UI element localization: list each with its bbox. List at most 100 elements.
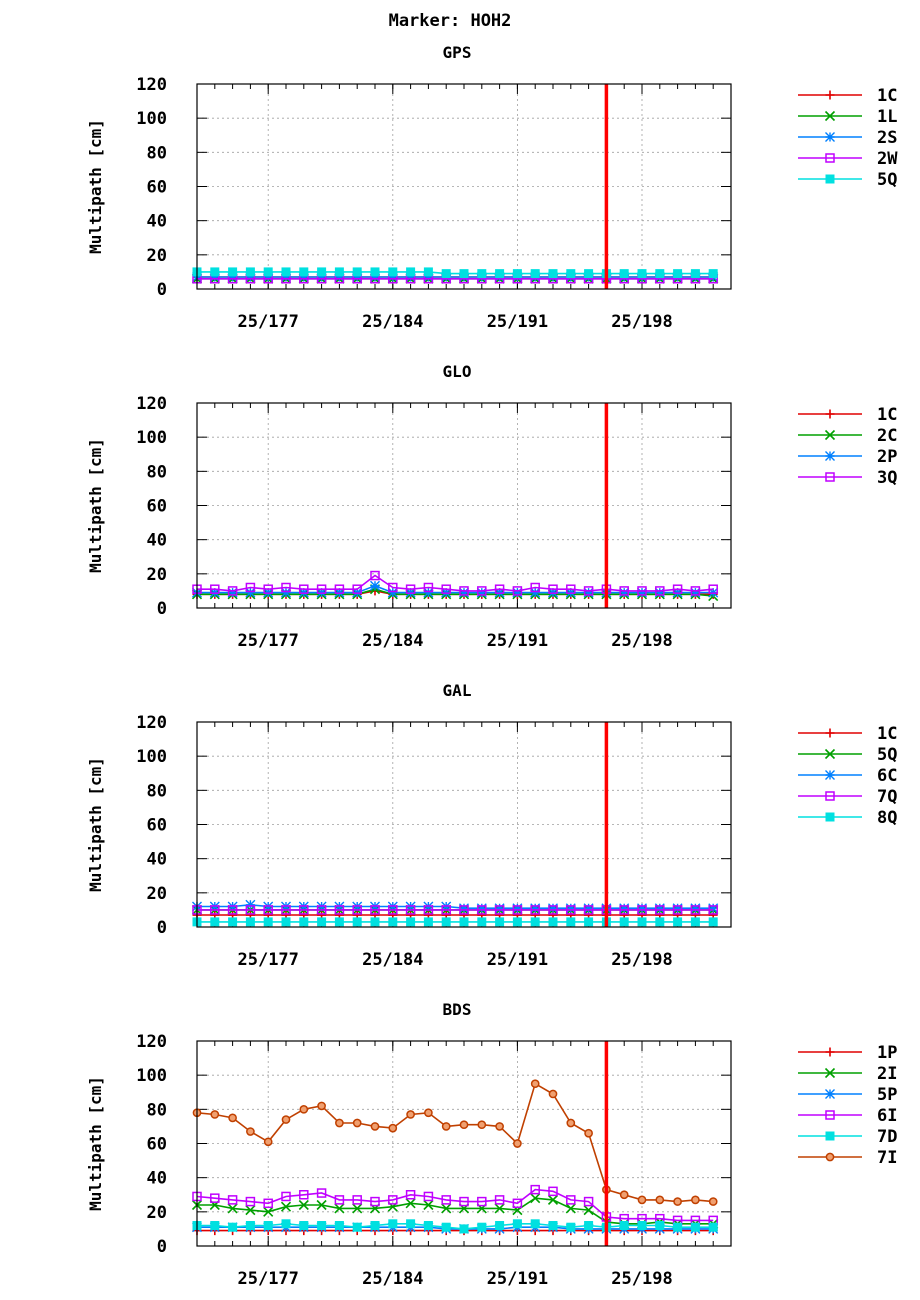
- legend-marker: [825, 153, 835, 163]
- x-tick-label: 25/191: [487, 631, 548, 651]
- data-point-8q: [530, 917, 540, 927]
- chart-panel-glo: GLO 25/177 25/184 25/191 25/198 0 20 40 60 80 100 1…: [86, 362, 897, 651]
- data-point-6i: [583, 1196, 594, 1207]
- legend-label: 1C: [877, 724, 897, 744]
- legend-label: 6C: [877, 766, 897, 786]
- data-point-6c: [530, 903, 541, 914]
- data-point-2p: [583, 587, 594, 598]
- series-bds-6i: [192, 1184, 718, 1226]
- data-point-7i: [335, 1118, 344, 1128]
- data-point-2i: [547, 1194, 559, 1205]
- data-point-7i: [299, 1104, 309, 1114]
- data-point-8q: [459, 917, 469, 927]
- y-tick-label: 60: [147, 816, 167, 836]
- data-point-2p: [459, 587, 469, 598]
- data-point-7i: [495, 1122, 504, 1131]
- data-point-5q: [708, 269, 718, 279]
- x-tick-label: 25/191: [487, 950, 548, 970]
- legend-marker: [825, 90, 835, 100]
- data-point-2i: [352, 1203, 363, 1214]
- data-point-7q: [530, 905, 540, 915]
- data-point-3q: [637, 586, 647, 596]
- figure-title: Marker: HOH2: [389, 11, 512, 31]
- y-tick-label: 40: [147, 212, 167, 232]
- data-point-6i: [263, 1198, 273, 1209]
- data-point-6i: [299, 1190, 309, 1200]
- y-tick-label: 100: [136, 747, 167, 767]
- data-point-2s: [423, 272, 434, 283]
- data-point-2p: [227, 587, 238, 598]
- legend-label: 2I: [877, 1064, 897, 1084]
- data-point-7d: [495, 1221, 505, 1230]
- data-point-7q: [227, 905, 238, 915]
- data-point-6c: [708, 903, 719, 914]
- legend-label: 7D: [877, 1127, 897, 1147]
- data-point-7d: [388, 1219, 398, 1229]
- series-gal-7q: [192, 905, 718, 915]
- data-point-7d: [228, 1222, 238, 1232]
- data-point-7q: [637, 905, 647, 915]
- data-point-7i: [246, 1127, 255, 1136]
- data-point-2i: [583, 1205, 594, 1216]
- data-point-8q: [299, 917, 309, 927]
- data-point-2p: [690, 587, 701, 598]
- data-point-6i: [441, 1195, 451, 1205]
- data-point-3q: [690, 586, 701, 596]
- data-point-7q: [334, 905, 345, 915]
- data-point-6i: [512, 1198, 523, 1209]
- data-point-2i: [227, 1203, 238, 1214]
- data-point-7q: [441, 905, 451, 915]
- data-point-8q: [566, 917, 576, 927]
- data-point-7d: [423, 1221, 433, 1230]
- data-point-2p: [245, 587, 256, 598]
- data-point-8q: [263, 917, 273, 927]
- data-point-5q: [245, 267, 255, 277]
- legend-label: 2S: [877, 128, 897, 148]
- data-point-6c: [565, 903, 576, 914]
- chart-panel-gal: GAL 25/177 25/184 25/191 25/198 0 20 40 60 80 100 1…: [86, 681, 897, 970]
- chart-panel-gps: GPS 25/177 25/184 25/191 25/198 0 20 40 60 80 100 1…: [86, 43, 898, 332]
- data-point-5q: [584, 269, 594, 279]
- data-point-6c: [512, 903, 523, 914]
- y-tick-label: 40: [147, 531, 167, 551]
- data-point-5q: [299, 267, 309, 277]
- data-point-7i: [424, 1108, 433, 1118]
- data-point-7d: [459, 1224, 469, 1234]
- data-point-8q: [406, 917, 416, 927]
- data-point-3q: [316, 584, 327, 594]
- data-point-2p: [654, 587, 665, 598]
- legend-marker: [825, 174, 835, 184]
- data-point-3q: [459, 586, 469, 596]
- x-tick-label: 25/177: [237, 1269, 298, 1289]
- data-point-7d: [263, 1221, 273, 1230]
- legend-marker: [825, 812, 835, 822]
- data-point-3q: [388, 582, 398, 593]
- data-point-7q: [548, 905, 558, 915]
- data-point-3q: [530, 582, 540, 593]
- legend-marker: [825, 728, 835, 738]
- data-point-6i: [388, 1195, 398, 1205]
- data-point-7d: [584, 1221, 594, 1230]
- legend-marker: [825, 1047, 835, 1057]
- data-point-5q: [495, 269, 505, 279]
- legend-label: 2W: [877, 149, 898, 169]
- legend-marker: [825, 1110, 835, 1120]
- data-point-7d: [352, 1222, 362, 1232]
- series-line-6i: [196, 1188, 714, 1222]
- data-point-5q: [477, 269, 487, 279]
- data-point-7i: [210, 1110, 220, 1119]
- data-point-2i: [245, 1205, 256, 1216]
- data-point-6i: [423, 1191, 434, 1202]
- data-point-8q: [281, 917, 291, 927]
- data-point-5q: [423, 267, 433, 277]
- data-point-2s: [370, 272, 380, 283]
- legend-label: 2C: [877, 426, 897, 446]
- y-tick-label: 0: [157, 918, 167, 938]
- data-point-8q: [317, 917, 327, 927]
- data-point-7d: [673, 1222, 683, 1232]
- data-point-8q: [637, 917, 647, 927]
- data-point-6c: [619, 903, 630, 914]
- data-point-8q: [708, 917, 718, 927]
